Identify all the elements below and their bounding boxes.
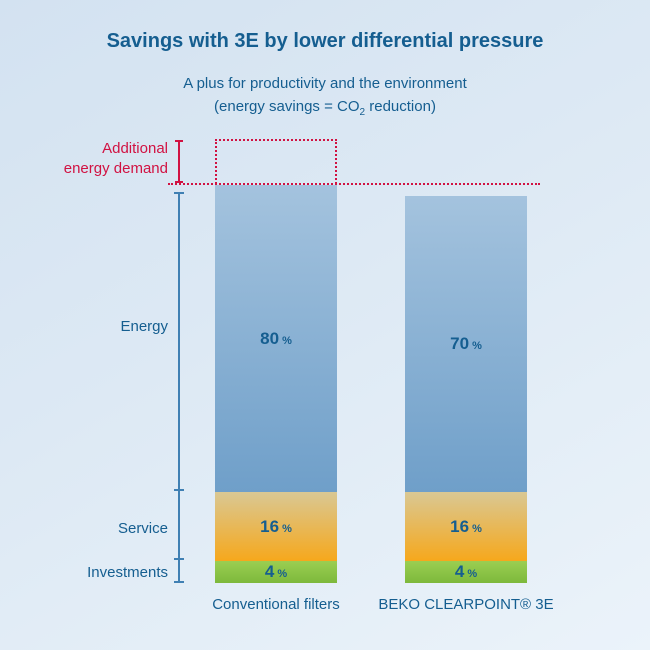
category-label-conventional: Conventional filters — [212, 596, 340, 613]
conventional-energy-value-label: 80% — [260, 329, 292, 349]
investments-axis-label: Investments — [87, 564, 168, 581]
clearpoint-investments-value: 4 — [454, 562, 465, 581]
value-axis-line — [178, 192, 180, 583]
service-axis-label: Service — [117, 520, 168, 537]
chart-title: Savings with 3E by lower differential pr… — [106, 30, 544, 52]
conventional-energy-value: 80 — [260, 328, 280, 348]
clearpoint-investments-unit: % — [467, 568, 478, 580]
axis-tick-energy-service — [174, 489, 184, 491]
additional-demand-outline — [215, 139, 337, 184]
conventional-investments-value-label: 4% — [265, 562, 287, 582]
axis-tick-service-investments — [174, 558, 184, 560]
clearpoint-service-unit: % — [472, 522, 482, 535]
conventional-service-value: 16 — [260, 516, 280, 536]
conventional-investments-unit: % — [277, 568, 288, 580]
clearpoint-investments-value-label: 4% — [455, 562, 477, 582]
additional-demand-bracket — [175, 140, 183, 183]
energy-axis-label: Energy — [120, 318, 168, 335]
clearpoint-service-value-label: 16% — [450, 517, 482, 537]
subtitle-line2: (energy savings = CO2 reduction) — [0, 95, 650, 124]
clearpoint-energy-segment: 70% — [405, 196, 527, 492]
conventional-investments-value: 4 — [264, 562, 275, 581]
additional-label-line1: Additional — [102, 140, 168, 157]
bracket-cap-bottom — [175, 181, 183, 183]
conventional-service-value-label: 16% — [260, 517, 292, 537]
conventional-level-dotted-line — [168, 183, 540, 185]
clearpoint-energy-unit: % — [472, 340, 482, 352]
conventional-investments-segment: 4% — [215, 561, 337, 583]
subtitle-line2-post: reduction) — [365, 98, 436, 115]
conventional-service-unit: % — [282, 522, 292, 535]
category-label-clearpoint: BEKO CLEARPOINT® 3E — [378, 596, 554, 613]
chart-subtitle: A plus for productivity and the environm… — [0, 72, 650, 124]
subtitle-line1: A plus for productivity and the environm… — [183, 75, 467, 92]
subtitle-line2-pre: (energy savings = CO — [214, 98, 360, 115]
co2-subscript: 2 — [359, 107, 366, 118]
conventional-service-segment: 16% — [215, 492, 337, 561]
clearpoint-service-segment: 16% — [405, 492, 527, 561]
axis-cap-top — [174, 192, 184, 194]
clearpoint-energy-value: 70 — [450, 334, 470, 353]
conventional-energy-unit: % — [282, 334, 292, 347]
clearpoint-investments-segment: 4% — [405, 561, 527, 583]
additional-energy-demand-label: Additional energy demand — [0, 139, 168, 179]
clearpoint-energy-value-label: 70% — [450, 334, 482, 354]
additional-label-line2: energy demand — [63, 160, 168, 177]
bracket-cap-top — [175, 140, 183, 142]
conventional-energy-segment: 80% — [215, 185, 337, 492]
axis-cap-bottom — [174, 581, 184, 583]
clearpoint-service-value: 16 — [450, 516, 470, 536]
